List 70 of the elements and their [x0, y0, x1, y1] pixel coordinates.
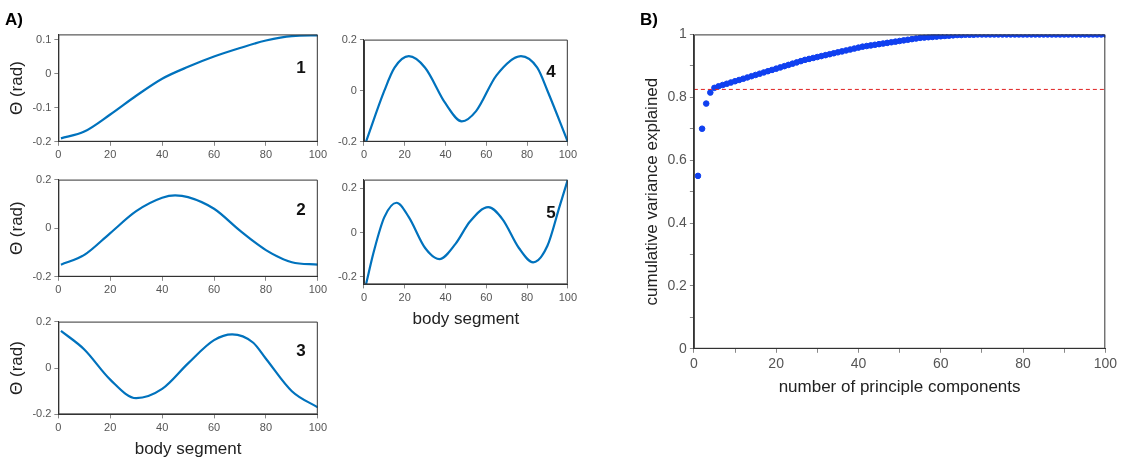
x-tick-label: 20 — [104, 283, 117, 296]
x-axis-title: body segment — [134, 439, 242, 459]
x-tick-label: 0 — [55, 148, 62, 161]
x-tick-label: 100 — [1093, 355, 1118, 372]
y-tick-label: 0.8 — [667, 88, 688, 105]
x-tick-label: 40 — [156, 148, 169, 161]
x-tick-label: 40 — [850, 355, 867, 372]
x-tick-label: 40 — [439, 148, 452, 161]
y-tick-label: 0 — [45, 221, 52, 234]
x-tick-label: 80 — [259, 283, 273, 296]
x-tick-label: 60 — [207, 283, 221, 296]
x-tick-label: 60 — [207, 148, 221, 161]
x-tick-label: 40 — [156, 283, 169, 296]
annotation: 2 — [296, 200, 306, 220]
x-tick-label: 100 — [558, 148, 577, 161]
x-tick-label: 40 — [156, 421, 169, 434]
y-tick-label: -0.2 — [32, 134, 52, 147]
x-tick-label: 100 — [308, 148, 327, 161]
x-axis-title: body segment — [412, 309, 520, 329]
y-tick-label: 0 — [350, 225, 357, 238]
x-tick-label: 80 — [259, 421, 273, 434]
y-tick-label: 0.6 — [667, 151, 688, 168]
x-tick-label: 100 — [308, 421, 327, 434]
annotation: 4 — [546, 61, 557, 81]
y-axis-title: Θ (rad) — [6, 61, 26, 116]
y-tick-label: 0 — [45, 66, 52, 79]
x-tick-label: 80 — [520, 291, 534, 304]
x-tick-label: 40 — [439, 291, 452, 304]
x-tick-label: 0 — [360, 291, 368, 304]
y-tick-label: -0.2 — [337, 134, 357, 147]
y-tick-label: 0.2 — [36, 314, 52, 327]
y-tick-label: 1 — [679, 25, 688, 42]
x-tick-label: 60 — [480, 148, 493, 161]
y-tick-label: 0.1 — [36, 32, 52, 45]
chart-title: A) — [5, 9, 23, 29]
x-tick-label: 0 — [360, 148, 368, 161]
y-tick-label: -0.2 — [32, 407, 52, 420]
y-tick-label: -0.2 — [32, 269, 52, 282]
x-tick-label: 20 — [104, 421, 117, 434]
x-axis-title: number of principle components — [778, 377, 1021, 397]
y-tick-label: 0 — [350, 83, 357, 96]
x-tick-label: 20 — [768, 355, 785, 372]
x-tick-label: 60 — [207, 421, 221, 434]
x-tick-label: 60 — [932, 355, 949, 372]
chart-title: B) — [640, 9, 658, 29]
x-tick-label: 80 — [1015, 355, 1032, 372]
y-tick-label: 0.2 — [667, 276, 688, 293]
annotation: 5 — [546, 202, 556, 222]
y-tick-label: 0.4 — [667, 213, 688, 230]
x-tick-label: 80 — [259, 148, 273, 161]
y-axis-title: Θ (rad) — [6, 341, 26, 395]
y-tick-label: -0.2 — [337, 269, 357, 282]
y-tick-label: 0.2 — [36, 172, 52, 185]
x-tick-label: 20 — [104, 148, 117, 161]
x-tick-label: 20 — [398, 148, 411, 161]
x-tick-label: 60 — [480, 291, 493, 304]
x-tick-label: 80 — [520, 148, 534, 161]
y-tick-label: -0.1 — [32, 100, 52, 113]
annotation: 1 — [296, 58, 306, 78]
y-tick-label: 0 — [679, 339, 688, 356]
x-tick-label: 0 — [55, 421, 62, 434]
x-tick-label: 0 — [55, 283, 62, 296]
y-tick-label: 0.2 — [341, 181, 357, 194]
x-tick-label: 20 — [398, 291, 411, 304]
annotation: 3 — [296, 340, 306, 360]
y-axis-title: Θ (rad) — [6, 201, 26, 256]
y-axis-title: cumulative variance explained — [641, 77, 661, 306]
y-tick-label: 0.2 — [341, 32, 357, 45]
x-tick-label: 100 — [558, 291, 577, 304]
x-tick-label: 100 — [308, 283, 327, 296]
